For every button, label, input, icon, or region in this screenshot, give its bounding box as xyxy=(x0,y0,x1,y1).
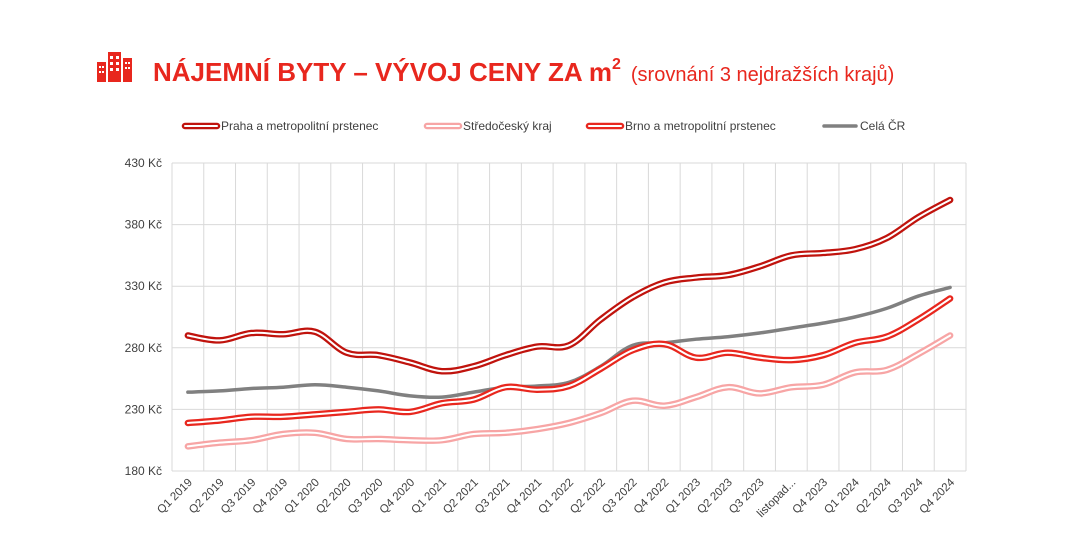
y-tick-label: 180 Kč xyxy=(125,464,162,478)
series-line-0-inner xyxy=(186,198,952,373)
svg-text:NÁJEMNÍ BYTY – VÝVOJ CENY ZA m: NÁJEMNÍ BYTY – VÝVOJ CENY ZA m2 (srovnání… xyxy=(153,56,894,87)
y-axis: 180 Kč 230 Kč 280 Kč 330 Kč 380 Kč 430 Kč xyxy=(125,156,162,478)
series-line-2 xyxy=(184,295,954,427)
y-tick-label: 430 Kč xyxy=(125,156,162,170)
series-line-2-inner xyxy=(186,297,952,424)
chart-title-superscript: 2 xyxy=(612,56,621,73)
series-line-3 xyxy=(186,285,952,400)
series-lines xyxy=(184,196,954,450)
x-tick-label: Q4 2024 xyxy=(918,476,958,516)
grid xyxy=(171,162,967,472)
legend-item: Brno a metropolitní prstenec xyxy=(585,119,776,133)
y-tick-label: 280 Kč xyxy=(125,341,162,355)
series-line-1-inner xyxy=(186,334,952,448)
title-icon xyxy=(97,52,132,82)
legend-item: Celá ČR xyxy=(822,118,906,133)
legend-label: Praha a metropolitní prstenec xyxy=(221,119,378,133)
y-tick-label: 230 Kč xyxy=(125,402,162,416)
legend-item: Středočeský kraj xyxy=(423,119,552,133)
legend-label: Celá ČR xyxy=(860,118,906,133)
legend-item: Praha a metropolitní prstenec xyxy=(181,119,378,133)
legend-label: Středočeský kraj xyxy=(463,119,552,133)
chart-subtitle: (srovnání 3 nejdražších krajů) xyxy=(631,64,894,86)
legend-label: Brno a metropolitní prstenec xyxy=(625,119,776,133)
buildings-icon xyxy=(97,52,132,82)
chart-title: NÁJEMNÍ BYTY – VÝVOJ CENY ZA m xyxy=(153,57,612,87)
legend: Praha a metropolitní prstenec Středočeský… xyxy=(181,118,906,133)
y-tick-label: 330 Kč xyxy=(125,279,162,293)
y-tick-label: 380 Kč xyxy=(125,218,162,232)
